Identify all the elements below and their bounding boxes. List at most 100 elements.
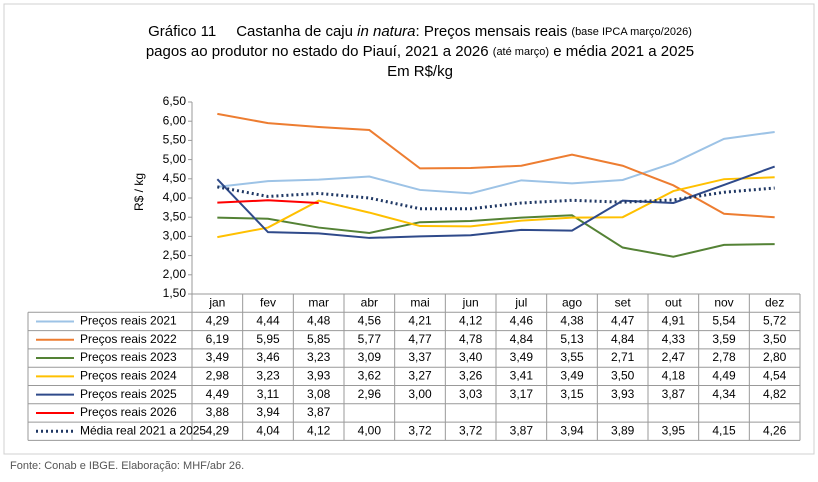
table-value: 2,80 — [763, 350, 787, 364]
table-value: 3,95 — [662, 423, 686, 437]
table-value: 3,37 — [408, 350, 432, 364]
table-value: 3,94 — [256, 405, 280, 419]
series-line — [217, 176, 775, 239]
title-part: : Preços mensais reais — [416, 23, 572, 40]
table-value: 3,41 — [510, 369, 534, 383]
table-value: 3,17 — [510, 387, 534, 401]
table-value: 3,40 — [459, 350, 483, 364]
table-value: 3,49 — [510, 350, 534, 364]
title-part: Gráfico 11 — [148, 23, 216, 40]
table-value: 3,00 — [408, 387, 432, 401]
table-value: 3,23 — [307, 350, 331, 364]
table-value: 3,87 — [307, 405, 331, 419]
table-value: 3,72 — [408, 423, 432, 437]
table-value: 3,50 — [763, 332, 787, 346]
series-line — [217, 185, 775, 211]
table-value: 3,08 — [307, 387, 331, 401]
table-value: 3,26 — [459, 369, 483, 383]
table-value: 3,49 — [206, 350, 230, 364]
title-part: in natura — [357, 23, 415, 40]
y-tick-label: 5,00 — [163, 152, 187, 166]
legend-label: Preços reais 2025 — [80, 387, 177, 401]
table-value: 3,93 — [611, 387, 635, 401]
title-part: Castanha de caju — [236, 23, 357, 40]
legend-label: Preços reais 2024 — [80, 369, 177, 383]
table-value: 4,44 — [256, 314, 280, 328]
x-tick-label: out — [665, 295, 682, 309]
y-tick-label: 4,00 — [163, 190, 187, 204]
table-value: 5,77 — [358, 332, 382, 346]
table-value: 4,82 — [763, 387, 787, 401]
table-value: 4,00 — [358, 423, 382, 437]
table-value: 2,71 — [611, 350, 635, 364]
table-value: 2,96 — [358, 387, 382, 401]
x-tick-label: jun — [462, 295, 479, 309]
table-value: 3,87 — [662, 387, 686, 401]
table-value: 3,88 — [206, 405, 230, 419]
table-value: 4,47 — [611, 314, 635, 328]
chart-subtitle: Em R$/kg — [387, 63, 453, 80]
series-line — [217, 130, 775, 195]
y-tick-label: 2,00 — [163, 267, 187, 281]
table-value: 4,84 — [510, 332, 534, 346]
table-value: 4,29 — [206, 423, 230, 437]
table-value: 4,18 — [662, 369, 686, 383]
table-value: 4,91 — [662, 314, 686, 328]
table-value: 4,26 — [763, 423, 787, 437]
table-value: 3,11 — [257, 387, 280, 401]
table-value: 3,46 — [256, 350, 280, 364]
title-part: e média 2021 a 2025 — [549, 43, 694, 60]
chart-title: pagos ao produtor no estado do Piauí, 20… — [146, 43, 694, 60]
table-value: 4,84 — [611, 332, 635, 346]
y-tick-label: 2,50 — [163, 248, 187, 262]
x-tick-label: nov — [714, 295, 733, 309]
table-value: 3,50 — [611, 369, 635, 383]
table-value: 4,78 — [459, 332, 483, 346]
table-value: 4,21 — [408, 314, 432, 328]
legend-label: Preços reais 2023 — [80, 350, 177, 364]
table-value: 5,95 — [256, 332, 280, 346]
chart-title: Gráfico 11 Castanha de caju in natura: Pr… — [148, 23, 692, 40]
table-value: 4,49 — [712, 369, 736, 383]
table-value: 3,93 — [307, 369, 331, 383]
table-value: 5,54 — [712, 314, 736, 328]
table-value: 3,62 — [358, 369, 382, 383]
table-value: 3,59 — [712, 332, 736, 346]
table-value: 4,56 — [358, 314, 382, 328]
table-value: 3,94 — [560, 423, 584, 437]
chart-frame — [3, 3, 815, 455]
title-part: pagos ao produtor no estado do Piauí, 20… — [146, 43, 493, 60]
table-value: 4,49 — [206, 387, 230, 401]
x-tick-label: fev — [260, 295, 276, 309]
table-value: 4,12 — [307, 423, 331, 437]
table-value: 4,54 — [763, 369, 787, 383]
x-tick-label: mar — [308, 295, 329, 309]
y-tick-label: 6,00 — [163, 113, 187, 127]
table-value: 3,23 — [256, 369, 280, 383]
x-tick-label: jul — [514, 295, 527, 309]
table-value: 3,55 — [560, 350, 584, 364]
table-value: 3,87 — [510, 423, 534, 437]
table-value: 3,03 — [459, 387, 483, 401]
title-part: (base IPCA março/2026) — [571, 26, 691, 38]
legend-label: Média real 2021 a 2025 — [80, 423, 206, 437]
table-value: 3,72 — [459, 423, 483, 437]
legend-label: Preços reais 2026 — [80, 405, 177, 419]
y-tick-label: 4,50 — [163, 171, 187, 185]
table-value: 4,29 — [206, 314, 230, 328]
x-tick-label: jan — [208, 295, 225, 309]
table-value: 4,04 — [256, 423, 280, 437]
series-line — [217, 214, 775, 258]
table-value: 5,13 — [560, 332, 584, 346]
table-value: 2,47 — [662, 350, 686, 364]
table-value: 3,27 — [408, 369, 432, 383]
x-tick-label: abr — [361, 295, 378, 309]
source-note: Fonte: Conab e IBGE. Elaboração: MHF/abr… — [10, 460, 244, 472]
x-tick-label: mai — [410, 295, 429, 309]
table-value: 2,98 — [206, 369, 230, 383]
table-value: 2,78 — [712, 350, 736, 364]
table-value: 4,12 — [459, 314, 483, 328]
table-value: 3,09 — [358, 350, 382, 364]
x-tick-label: set — [615, 295, 632, 309]
